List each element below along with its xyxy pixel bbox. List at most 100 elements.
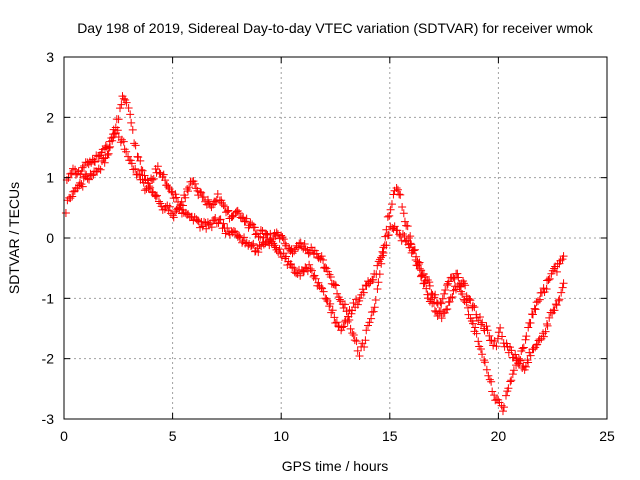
data-point xyxy=(373,284,382,293)
data-point xyxy=(427,289,436,298)
data-point xyxy=(299,267,308,276)
data-point xyxy=(155,168,164,177)
data-point xyxy=(183,187,192,196)
data-point xyxy=(552,301,561,310)
data-point xyxy=(288,249,297,258)
data-point xyxy=(480,356,489,365)
data-point xyxy=(528,310,537,319)
data-point xyxy=(126,110,135,119)
data-point xyxy=(487,377,496,386)
data-point xyxy=(361,336,370,345)
data-point xyxy=(511,350,520,359)
data-point xyxy=(335,295,344,304)
x-tick-label: 25 xyxy=(599,428,615,444)
data-point xyxy=(269,239,278,248)
data-point xyxy=(272,228,281,237)
y-tick-label: 2 xyxy=(46,109,54,125)
data-point xyxy=(113,126,122,135)
data-point xyxy=(524,323,533,332)
data-point xyxy=(146,183,155,192)
data-point xyxy=(321,263,330,272)
data-point xyxy=(223,207,232,216)
data-point xyxy=(506,343,515,352)
data-point xyxy=(129,165,138,174)
data-point xyxy=(399,209,408,218)
data-point xyxy=(453,269,462,278)
data-point xyxy=(362,326,371,335)
data-point xyxy=(190,179,199,188)
data-point xyxy=(451,285,460,294)
y-tick-label: -3 xyxy=(42,411,55,427)
data-point xyxy=(359,288,368,297)
data-point xyxy=(450,274,459,283)
data-point xyxy=(360,342,369,351)
data-point xyxy=(392,184,401,193)
data-point xyxy=(556,256,565,265)
data-point xyxy=(350,336,359,345)
data-point xyxy=(557,288,566,297)
data-point xyxy=(348,329,357,338)
data-point xyxy=(332,318,341,327)
x-tick-label: 10 xyxy=(273,428,289,444)
data-point xyxy=(438,294,447,303)
data-point xyxy=(498,407,507,416)
data-point xyxy=(235,231,244,240)
data-point xyxy=(412,252,421,261)
data-point xyxy=(361,281,370,290)
data-point xyxy=(319,255,328,264)
data-point xyxy=(109,125,118,134)
data-point xyxy=(472,329,481,338)
data-point xyxy=(396,190,405,199)
data-point xyxy=(310,271,319,280)
data-point xyxy=(346,324,355,333)
data-point xyxy=(365,318,374,327)
data-point xyxy=(374,278,383,287)
data-point xyxy=(512,354,521,363)
data-point xyxy=(459,279,468,288)
data-point xyxy=(492,342,501,351)
data-point xyxy=(300,240,309,249)
data-point xyxy=(128,125,137,134)
data-point xyxy=(377,253,386,262)
data-point xyxy=(164,183,173,192)
data-point xyxy=(239,213,248,222)
data-point xyxy=(77,167,86,176)
data-point xyxy=(136,156,145,165)
data-point xyxy=(355,351,364,360)
data-point xyxy=(242,214,251,223)
data-points xyxy=(61,92,568,416)
data-point xyxy=(177,209,186,218)
data-point xyxy=(432,298,441,307)
data-point xyxy=(199,193,208,202)
data-point xyxy=(305,260,314,269)
data-point xyxy=(370,303,379,312)
data-point xyxy=(550,306,559,315)
data-point xyxy=(410,245,419,254)
data-point xyxy=(204,195,213,204)
data-point xyxy=(169,213,178,222)
data-point xyxy=(254,248,263,257)
data-point xyxy=(131,141,140,150)
data-point xyxy=(322,295,331,304)
data-point xyxy=(159,170,168,179)
data-point xyxy=(87,171,96,180)
data-point xyxy=(478,318,487,327)
data-point xyxy=(183,185,192,194)
data-point xyxy=(508,370,517,379)
data-point xyxy=(340,300,349,309)
data-point xyxy=(103,150,112,159)
data-point xyxy=(185,183,194,192)
data-point xyxy=(386,205,395,214)
data-point xyxy=(328,306,337,315)
data-point xyxy=(161,176,170,185)
data-point xyxy=(94,164,103,173)
data-point xyxy=(373,261,382,270)
data-point xyxy=(390,222,399,231)
data-point xyxy=(398,230,407,239)
x-tick-label: 0 xyxy=(60,428,68,444)
data-point xyxy=(61,208,70,217)
data-point xyxy=(219,219,228,228)
data-point xyxy=(211,197,220,206)
data-point xyxy=(149,174,158,183)
x-tick-label: 15 xyxy=(382,428,398,444)
